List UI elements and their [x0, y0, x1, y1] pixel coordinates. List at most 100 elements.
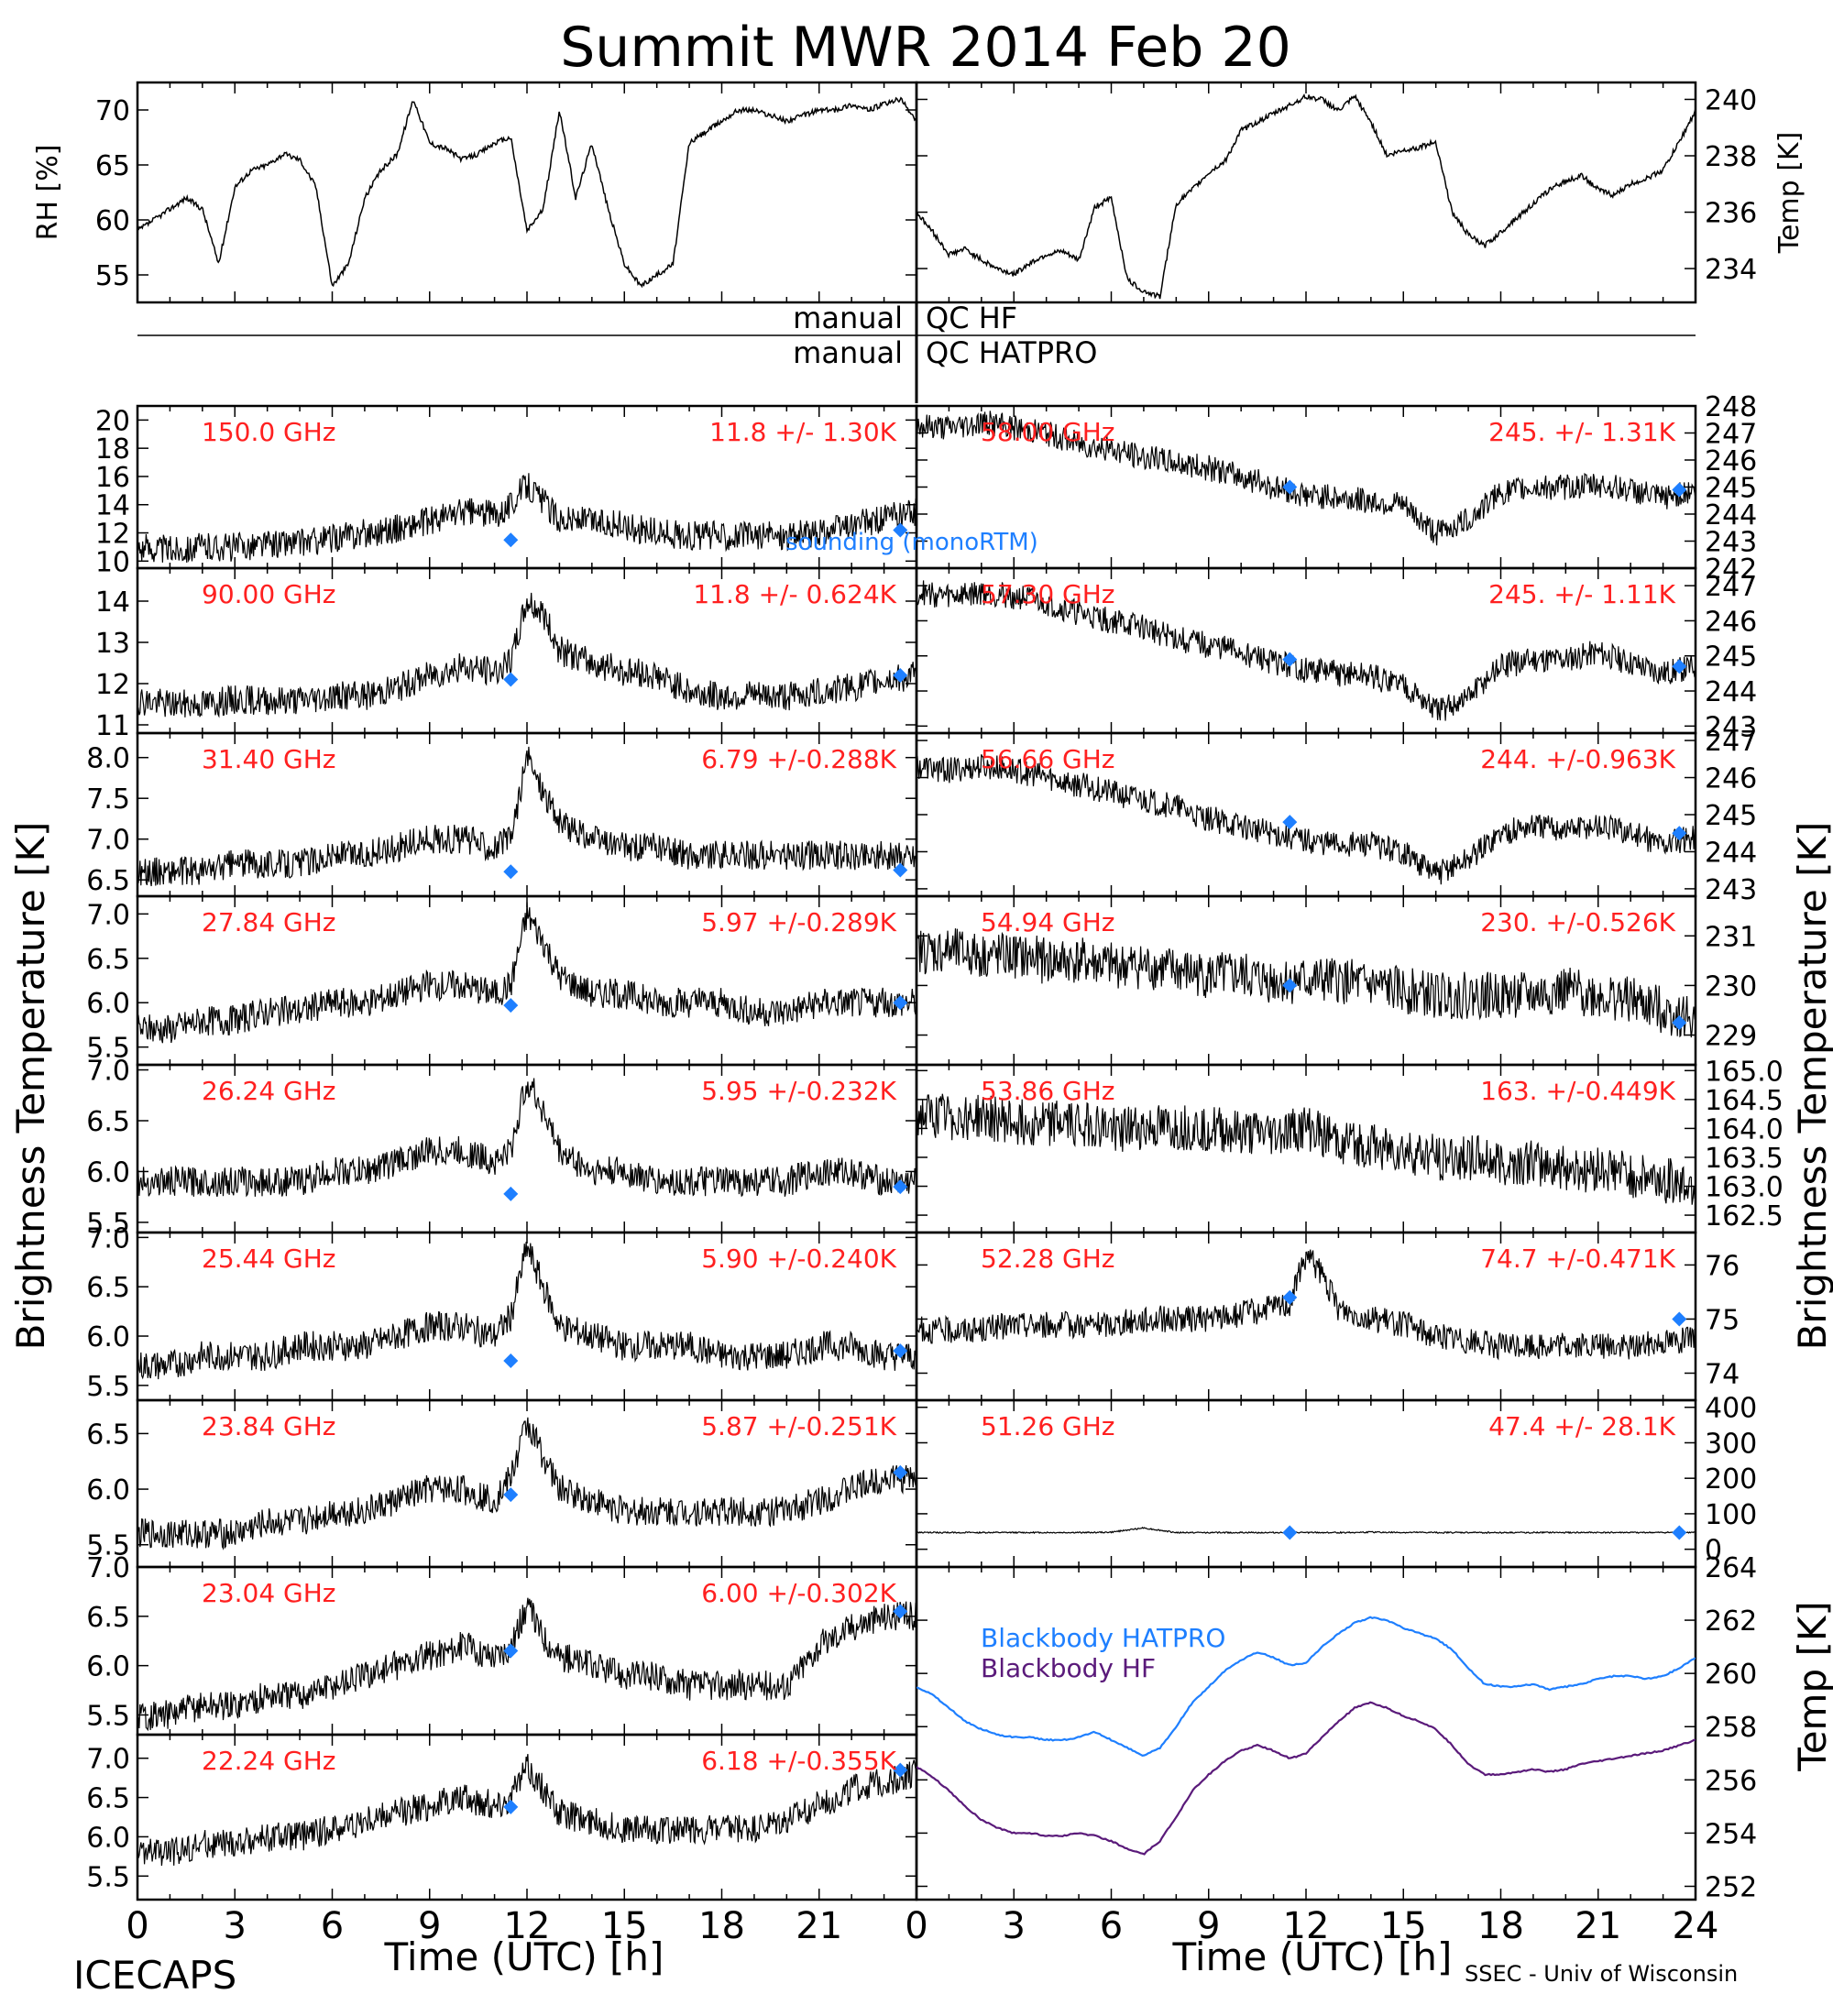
qc-hatpro-right-label: QC HATPRO	[926, 335, 1097, 370]
y-tick-label: 240	[1705, 84, 1757, 116]
sounding-marker	[893, 995, 908, 1011]
series-line-tb-90	[137, 592, 916, 718]
y-tick-label: 5.5	[86, 1530, 130, 1562]
sounding-marker	[503, 672, 519, 687]
y-tick-label: 6.5	[86, 1272, 130, 1304]
y-tick-label: 200	[1705, 1463, 1757, 1496]
y-tick-label: 243	[1705, 874, 1757, 906]
channel-label: 57.30 GHz	[981, 579, 1115, 609]
sounding-marker	[893, 862, 908, 878]
y-tick-label: 242	[1705, 553, 1757, 586]
y-tick-label: 6.0	[86, 1321, 130, 1353]
panel-tb-25: 5.5 6.0 6.5 7.0 25.44 GHz 5.90 +/-0.240K	[86, 1222, 918, 1403]
channel-label: 25.44 GHz	[202, 1244, 336, 1274]
sounding-marker	[1672, 482, 1687, 498]
y-tick-label: 245	[1705, 641, 1757, 674]
panel-tb-27: 5.5 6.0 6.5 7.0 27.84 GHz 5.97 +/-0.289K	[86, 894, 918, 1067]
stats-label: 5.97 +/-0.289K	[701, 907, 896, 937]
sounding-marker	[503, 532, 519, 548]
sounding-marker	[893, 1604, 908, 1619]
x-label-right: Time (UTC) [h]	[1172, 1934, 1453, 1979]
qc-hf-left-label: manual	[793, 301, 903, 335]
sounding-marker	[1282, 978, 1298, 993]
y-tick-label: 5.5	[86, 1861, 130, 1893]
y-tick-label: 258	[1705, 1712, 1757, 1744]
y-tick-label: 230	[1705, 970, 1757, 1003]
panel-meteo-temp: 234 236 238 240 Temp [K]	[915, 81, 1806, 304]
qc-hatpro-left-label: manual	[793, 335, 903, 370]
y-tick-label: 20	[95, 405, 130, 437]
series-line-tb-31	[137, 746, 916, 887]
panel-frame	[915, 1565, 1697, 1901]
stats-label: 6.79 +/-0.288K	[701, 744, 896, 774]
x-tick-label: 3	[224, 1905, 247, 1947]
y-tick-label: 70	[95, 95, 130, 127]
y-tick-label: 248	[1705, 391, 1757, 423]
y-tick-label: 6.5	[86, 1419, 130, 1451]
y-tick-label: 262	[1705, 1605, 1757, 1638]
sounding-marker	[1282, 1289, 1298, 1305]
sounding-marker	[1672, 1015, 1687, 1030]
stats-label: 245. +/- 1.31K	[1488, 417, 1675, 447]
y-tick-label: 10	[95, 546, 130, 578]
y-tick-label: 252	[1705, 1871, 1757, 1903]
figure-title: Summit MWR 2014 Feb 20	[560, 16, 1291, 80]
series-line-tb-53	[916, 1093, 1696, 1205]
x-tick-label: 9	[418, 1905, 441, 1947]
panel-tb-31: 6.5 7.0 7.5 8.0 31.40 GHz 6.79 +/-0.288K	[86, 731, 918, 898]
y-tick-label: 6.0	[86, 1822, 130, 1854]
x-tick-label: 15	[601, 1905, 648, 1947]
sounding-marker	[503, 998, 519, 1013]
y-tick-label: 0	[1705, 1535, 1722, 1567]
y-tick-label: 164.5	[1705, 1085, 1784, 1117]
y-tick-label: 247	[1705, 571, 1757, 603]
qc-hf-right-label: QC HF	[926, 301, 1017, 335]
y-tick-label: 6.0	[86, 1651, 130, 1683]
stats-label: 5.90 +/-0.240K	[701, 1244, 896, 1274]
y-tick-label: 243	[1705, 527, 1757, 559]
y-tick-label: 163.0	[1705, 1172, 1784, 1204]
channel-label: 31.40 GHz	[202, 744, 336, 774]
stats-label: 6.00 +/-0.302K	[701, 1578, 896, 1608]
y-tick-label: 246	[1705, 445, 1757, 477]
sounding-marker	[893, 668, 908, 683]
channel-label: 53.86 GHz	[981, 1076, 1115, 1106]
y-tick-label: 247	[1705, 419, 1757, 451]
series-line-tb-150	[137, 473, 916, 564]
panel-tb-22: 5.5 6.0 6.5 7.0 22.24 GHz 6.18 +/-0.355K	[86, 1733, 918, 1901]
y-tick-label: 244	[1705, 499, 1757, 531]
stats-label: 230. +/-0.526K	[1480, 907, 1675, 937]
x-tick-label: 12	[1283, 1905, 1330, 1947]
y-tick-label: 100	[1705, 1499, 1757, 1531]
y-tick-label: 7.5	[86, 783, 130, 816]
x-tick-label: 0	[905, 1905, 927, 1947]
sounding-marker	[503, 1353, 519, 1368]
y-tick-label: 246	[1705, 606, 1757, 638]
stats-label: 5.87 +/-0.251K	[701, 1411, 896, 1441]
channel-label: 27.84 GHz	[202, 907, 336, 937]
panel-blackbody: 252 254 256 258 260 262 264	[915, 1552, 1757, 1903]
y-tick-label: 244	[1705, 837, 1757, 869]
sounding-marker	[1672, 826, 1687, 841]
series-line-tb-57	[916, 580, 1696, 721]
y-tick-label: 65	[95, 150, 130, 182]
sounding-marker	[1282, 479, 1298, 495]
series-line-tb-27	[137, 902, 916, 1044]
y-tick-label: 236	[1705, 198, 1757, 230]
y-tick-label: 12	[95, 669, 130, 701]
y-tick-label: 238	[1705, 141, 1757, 173]
y-tick-label: 254	[1705, 1818, 1757, 1850]
series-line-tb-26	[137, 1078, 916, 1198]
y-tick-label: 247	[1705, 726, 1757, 758]
y-tick-label: 162.5	[1705, 1200, 1784, 1233]
panel-tb-90: 11 12 13 14 90.00 GHz 11.8 +/- 0.624K	[95, 566, 918, 742]
y-tick-label: 6.0	[86, 1474, 130, 1507]
series-line-tb-25	[137, 1242, 916, 1380]
y-tick-label: 7.0	[86, 1056, 130, 1088]
x-tick-label: 9	[1197, 1905, 1220, 1947]
x-tick-label: 12	[504, 1905, 551, 1947]
y-tick-label: 6.0	[86, 1156, 130, 1189]
y-tick-label: 11	[95, 710, 130, 742]
